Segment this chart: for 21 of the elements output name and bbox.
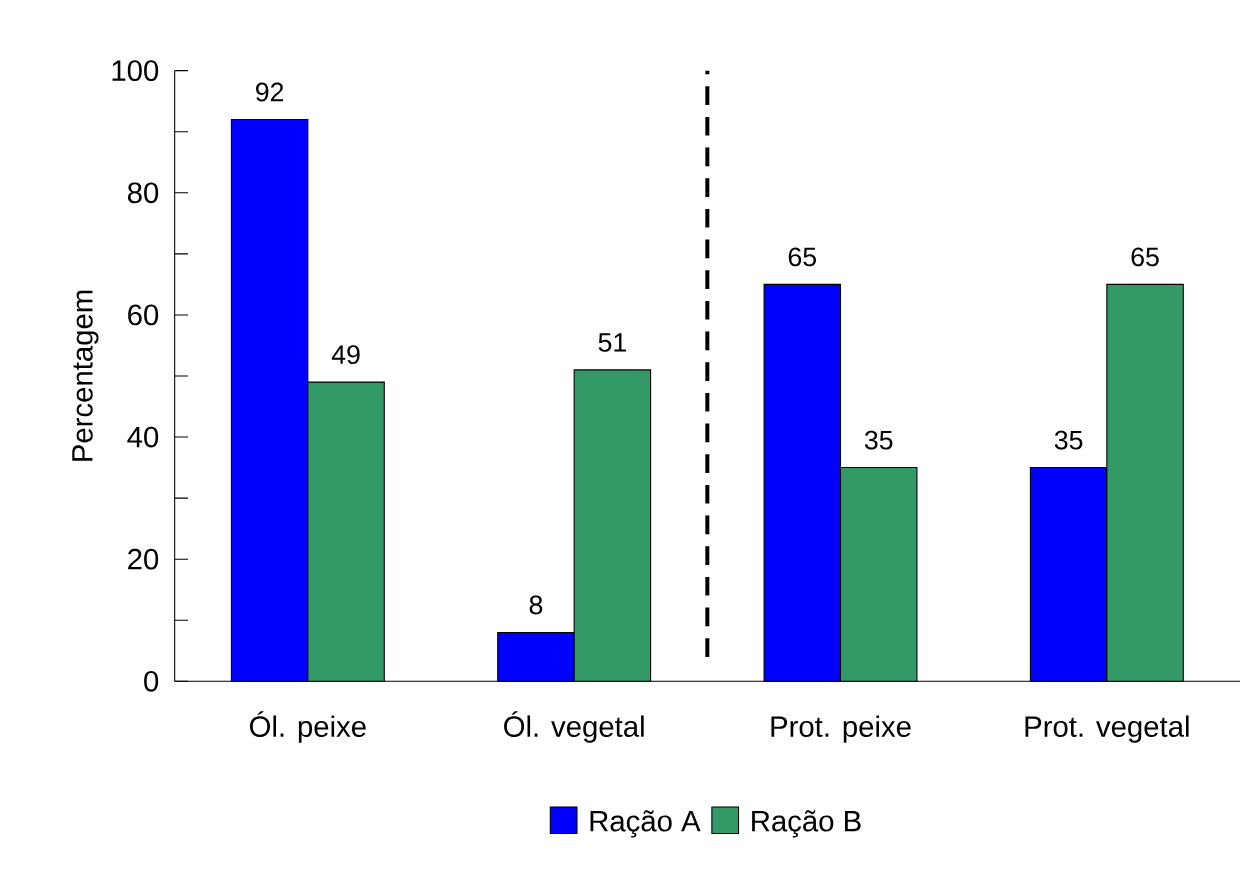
data-label: 92 [256,82,284,102]
y-tick-label: 100 [112,60,159,82]
x-tick-label: Prot. vegetal [1025,715,1189,743]
x-tick-label: Ól. peixe [249,711,366,743]
data-label: 8 [529,595,543,615]
y-tick-label: 60 [128,304,159,326]
legend-label: Ração B [752,810,861,838]
data-label: 35 [1054,430,1083,450]
data-label: 35 [864,430,893,450]
y-axis-title: Percentagem [72,290,99,461]
data-label: 65 [1131,247,1159,267]
data-label: 49 [331,345,360,365]
y-tick-label: 40 [127,426,159,448]
y-tick-label: 20 [128,548,159,570]
y-tick-label: 80 [127,182,159,204]
data-label: 51 [598,333,626,352]
data-label: 65 [788,247,816,267]
legend-label: Ração A [590,810,701,838]
x-tick-label: Prot. peixe [771,715,911,743]
y-tick-label: 0 [144,670,159,692]
x-tick-label: Ól. vegetal [504,711,644,743]
